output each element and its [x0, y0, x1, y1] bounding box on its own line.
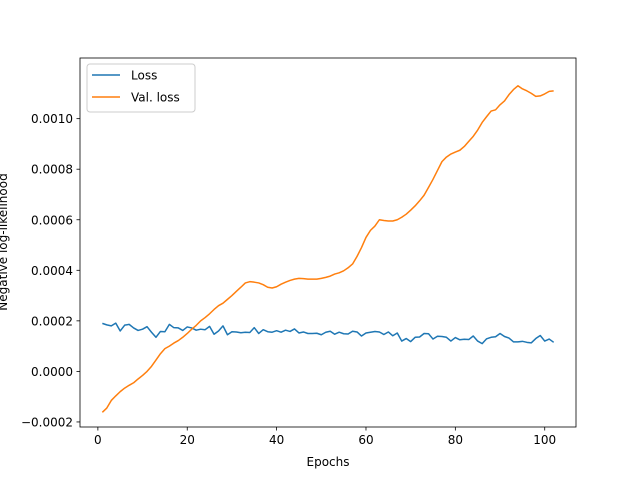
series-line-1 [101, 85, 554, 413]
y-tick-label: 0.0000 [31, 365, 73, 379]
y-tick-label: 0.0010 [31, 112, 73, 126]
x-tick-label: 60 [358, 433, 373, 447]
x-tick-label: 80 [448, 433, 463, 447]
y-tick-label: 0.0002 [31, 314, 73, 328]
x-tick-label: 20 [180, 433, 195, 447]
legend-label-1: Val. loss [131, 91, 180, 105]
y-axis-label: Negative log-likelihood [0, 173, 10, 310]
plot-area [79, 57, 577, 428]
y-axis-ticks: −0.0002 0.0000 0.0002 0.0004 0.0006 0.0008 0.0… [21, 112, 80, 429]
y-tick-label: 0.0008 [31, 163, 73, 177]
y-tick-label: −0.0002 [21, 415, 73, 429]
x-axis-label: Epochs [307, 455, 350, 469]
series-line-0 [102, 322, 555, 345]
x-tick-label: 100 [533, 433, 556, 447]
x-tick-label: 40 [269, 433, 284, 447]
x-tick-label: 0 [94, 433, 102, 447]
x-axis-ticks: 0 20 40 60 80 100 [94, 427, 556, 447]
series-layer [101, 85, 555, 413]
legend-box [86, 63, 196, 113]
y-tick-label: 0.0006 [31, 213, 73, 227]
y-tick-label: 0.0004 [31, 264, 73, 278]
legend: Loss Val. loss [86, 63, 196, 113]
legend-label-0: Loss [131, 69, 157, 83]
